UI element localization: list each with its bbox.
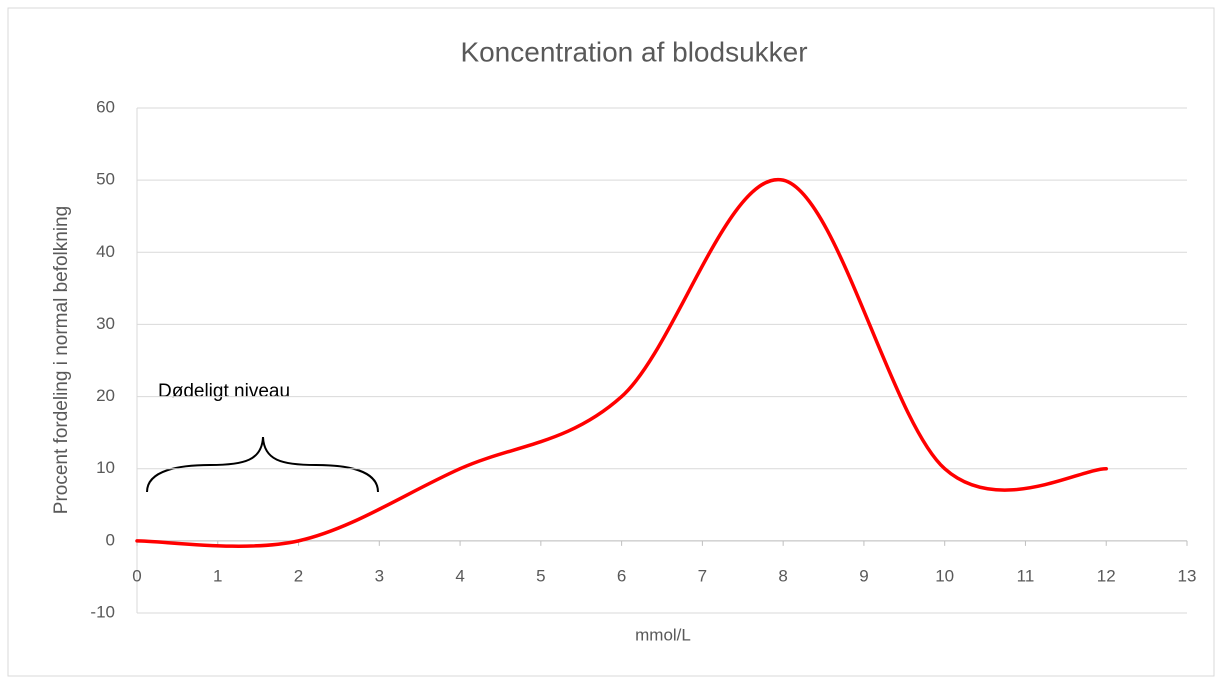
x-tick-label: 4 [455,566,464,585]
x-tick-label: 11 [1017,566,1035,585]
y-tick-label: -10 [90,602,115,621]
y-tick-label: 60 [96,97,115,116]
y-tick-label: 0 [106,530,115,549]
x-tick-label: 8 [778,566,787,585]
annotation: Dødeligt niveau [158,381,290,402]
x-tick-label: 2 [294,566,303,585]
chart-border [7,7,1215,677]
brace [146,436,379,493]
y-axis-label: Procent fordeling i normal befolkning [51,206,72,514]
x-tick-label: 3 [375,566,384,585]
x-tick-label: 13 [1178,566,1197,585]
x-tick-label: 6 [617,566,626,585]
chart-title: Koncentration af blodsukker [460,36,807,67]
x-tick-label: 12 [1097,566,1116,585]
x-tick-label: 0 [132,566,141,585]
y-tick-label: 20 [96,386,115,405]
line [135,178,1108,548]
y-tick-label: 10 [96,458,115,477]
x-tick-label: 7 [698,566,707,585]
x-tick-label: 5 [536,566,545,585]
x-tick-label: 1 [213,566,222,585]
x-tick-label: 10 [935,566,954,585]
x-tick-label: 9 [859,566,868,585]
y-tick-label: 50 [96,170,115,189]
y-tick-label: 40 [96,242,115,261]
x-axis-label: mmol/L [635,625,691,644]
y-tick-label: 30 [96,314,115,333]
